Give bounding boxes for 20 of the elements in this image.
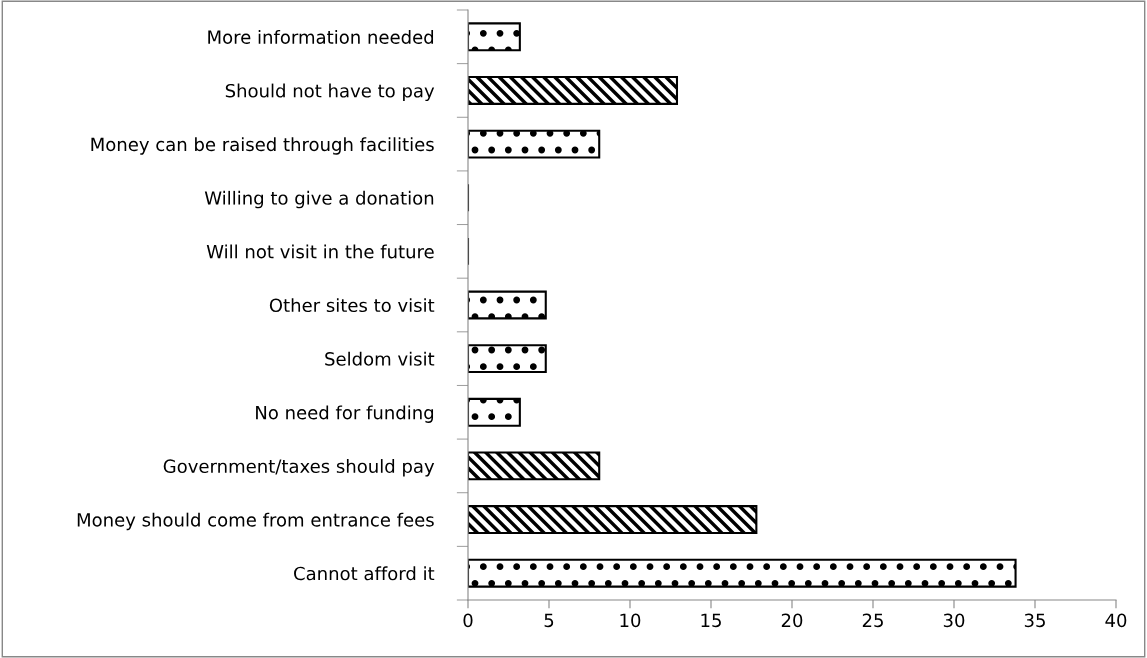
x-tick-label: 35 bbox=[1024, 613, 1045, 628]
y-tick-label: Money can be raised through facilities bbox=[91, 137, 434, 155]
x-tick-label: 20 bbox=[781, 613, 803, 628]
x-tick-label: 40 bbox=[1105, 613, 1127, 628]
x-tick-label: 25 bbox=[862, 613, 883, 628]
y-tick-label: Cannot afford it bbox=[294, 566, 435, 581]
x-tick-label: 15 bbox=[701, 613, 721, 628]
x-tick-label: 5 bbox=[544, 613, 554, 628]
y-tick-label: Should not have to pay bbox=[225, 83, 435, 102]
y-tick-label: Government/taxes should pay bbox=[163, 459, 435, 477]
y-tick-label: Other sites to visit bbox=[269, 298, 435, 313]
y-tick-label: Seldom visit bbox=[325, 351, 435, 366]
x-tick-label: 0 bbox=[463, 613, 473, 628]
y-tick-label: Will not visit in the future bbox=[206, 244, 434, 259]
y-tick-label: More information needed bbox=[208, 29, 434, 44]
y-tick-label: No need for funding bbox=[256, 405, 434, 423]
y-tick-label: Willing to give a donation bbox=[204, 190, 434, 209]
y-tick-label: Money should come from entrance fees bbox=[77, 512, 434, 531]
x-tick-label: 30 bbox=[943, 613, 965, 628]
x-tick-label: 10 bbox=[620, 613, 641, 628]
